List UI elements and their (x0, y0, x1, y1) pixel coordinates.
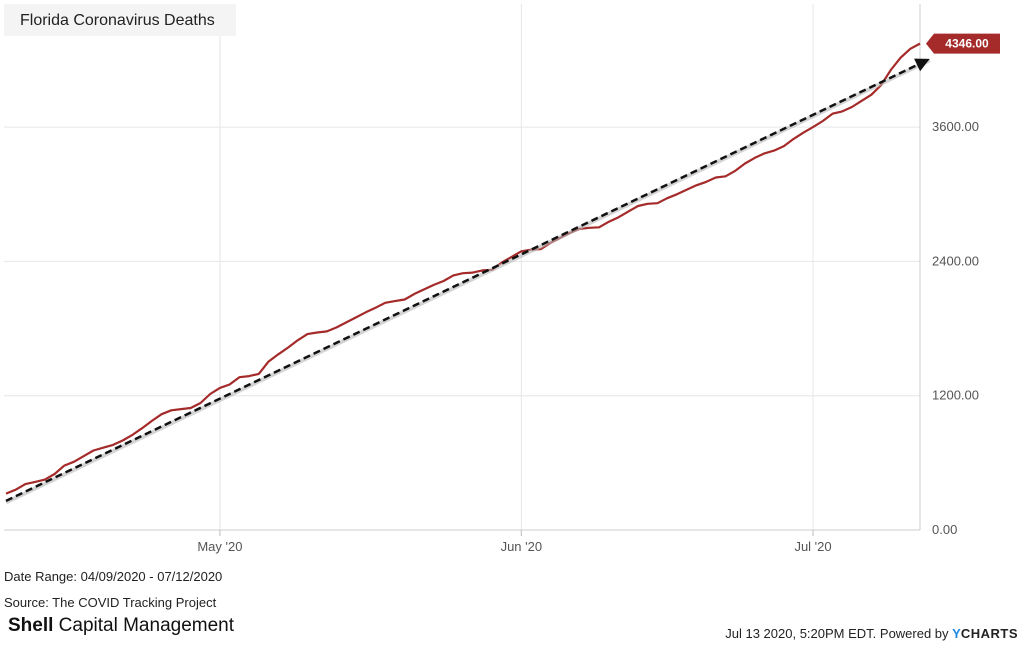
chart-title: Florida Coronavirus Deaths (20, 12, 215, 29)
trendline-layer (5, 58, 931, 505)
x-tick-label: May '20 (197, 539, 242, 554)
last-value-label: 4346.00 (945, 37, 989, 51)
source-note: Source: The COVID Tracking Project (4, 595, 217, 610)
y-tick-label: 3600.00 (932, 119, 979, 134)
axes: 0.00 1200.00 2400.00 3600.00 May '20 Jun '20 J… (4, 4, 979, 554)
ycharts-logo-text: CHARTS (960, 626, 1018, 641)
date-range: Date Range: 04/09/2020 - 07/12/2020 (4, 569, 223, 584)
y-tick-label: 0.00 (932, 522, 957, 537)
brand-logo: Shell Capital Management (8, 615, 234, 637)
x-tick-label: Jun '20 (501, 539, 543, 554)
trendline-arrowhead (914, 58, 930, 72)
y-tick-label: 1200.00 (932, 388, 979, 403)
timestamp-text: Jul 13 2020, 5:20PM EDT. Powered by (725, 626, 953, 641)
last-value-layer: 4346.00 (926, 33, 1000, 54)
brand-bold: Shell (8, 615, 54, 636)
last-value-badge (926, 33, 1000, 54)
timestamp: Jul 13 2020, 5:20PM EDT. Powered by YCHA… (725, 626, 1018, 641)
series-line (5, 42, 921, 495)
x-tick-label: Jul '20 (794, 539, 831, 554)
chart-title-box: Florida Coronavirus Deaths (4, 4, 236, 36)
brand-rest: Capital Management (53, 615, 235, 636)
trendline (5, 61, 923, 503)
series-layer (5, 42, 921, 495)
grid (4, 4, 920, 531)
y-tick-label: 2400.00 (932, 253, 979, 268)
ycharts-logo-y: Y (952, 626, 961, 641)
